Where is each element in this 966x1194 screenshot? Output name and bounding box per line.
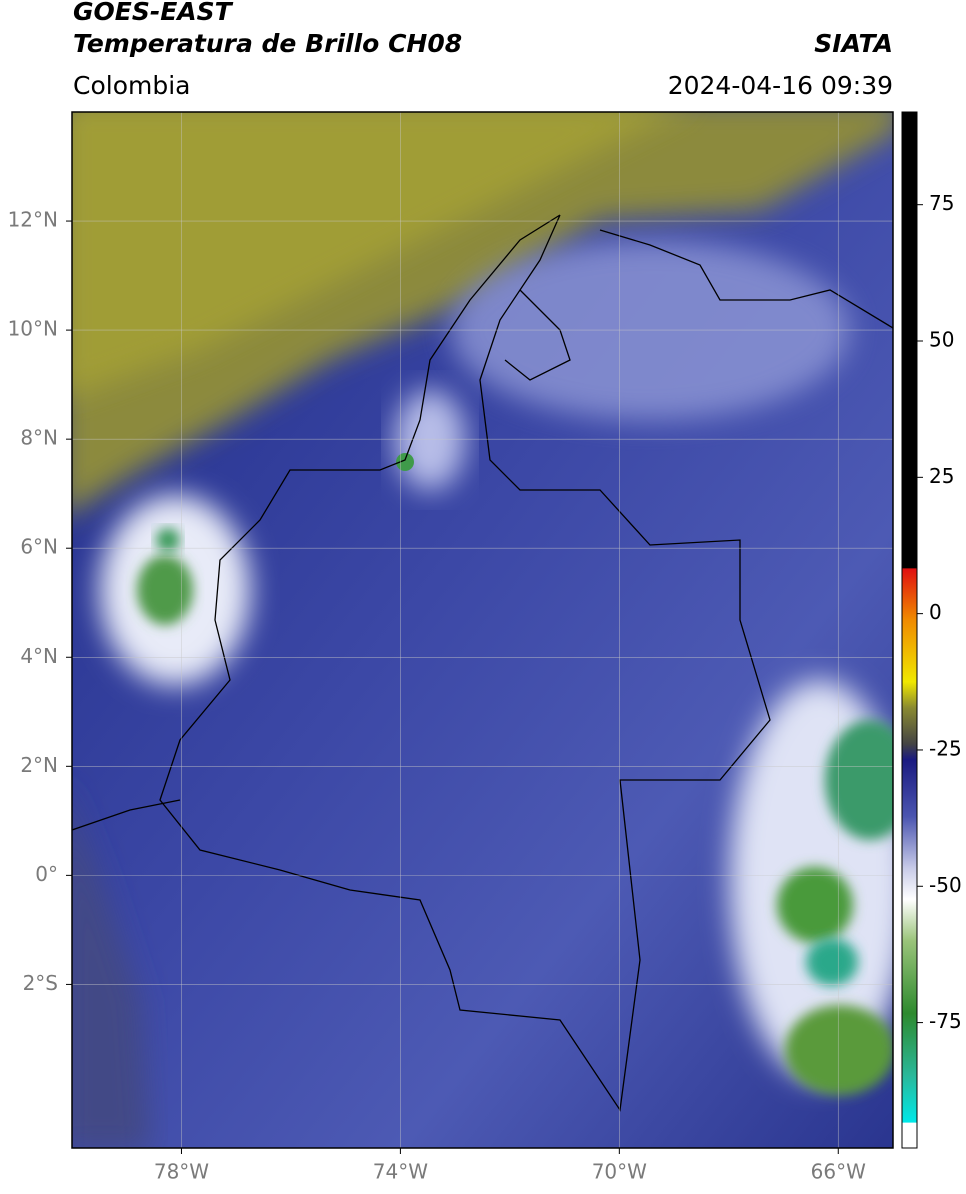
x-tick-label: 66°W — [811, 1160, 866, 1184]
colombia-border — [159, 214, 771, 1112]
cloud-core — [785, 1005, 893, 1095]
coastline — [599, 229, 893, 329]
colorbar-tick-label: -50 — [929, 873, 962, 897]
colorbar-tick-label: 50 — [929, 328, 954, 352]
colorbar-tick-label: -75 — [929, 1009, 962, 1033]
y-tick-label: 0° — [35, 862, 58, 886]
coastline — [504, 289, 571, 381]
satellite-image — [72, 112, 893, 1148]
y-tick-label: 6°N — [20, 535, 58, 559]
x-tick-label: 70°W — [592, 1160, 647, 1184]
dry-core — [72, 112, 676, 396]
y-tick-label: 10°N — [8, 317, 58, 341]
colorbar-tick-label: -25 — [929, 736, 962, 760]
x-tick-label: 78°W — [154, 1160, 209, 1184]
y-tick-label: 2°S — [23, 971, 58, 995]
satellite: GOES-EAST — [73, 0, 234, 26]
cloud-core — [137, 555, 193, 625]
y-tick-label: 2°N — [20, 753, 58, 777]
x-tick-label: 74°W — [373, 1160, 428, 1184]
colorbar-tick-label: 0 — [929, 600, 942, 624]
region: Colombia — [73, 71, 190, 100]
cloud-core — [156, 528, 180, 552]
colorbar-tick-label: 75 — [929, 191, 954, 215]
y-tick-label: 12°N — [8, 208, 58, 232]
map-frame — [71, 111, 894, 1149]
cloud-core — [777, 867, 853, 943]
grid — [72, 112, 893, 1148]
cloud-core — [806, 938, 858, 986]
pacific-gray — [72, 810, 150, 1148]
cloud-core — [825, 720, 893, 840]
cloud — [395, 390, 465, 490]
colorbar — [901, 111, 918, 1149]
y-tick-label: 8°N — [20, 426, 58, 450]
product: Temperatura de Brillo CH08 — [73, 29, 462, 58]
colorbar-tick-label: 25 — [929, 464, 954, 488]
source: SIATA — [814, 29, 893, 58]
coastline — [72, 799, 181, 831]
y-tick-label: 4°N — [20, 644, 58, 668]
datetime: 2024-04-16 09:39 — [668, 71, 893, 100]
